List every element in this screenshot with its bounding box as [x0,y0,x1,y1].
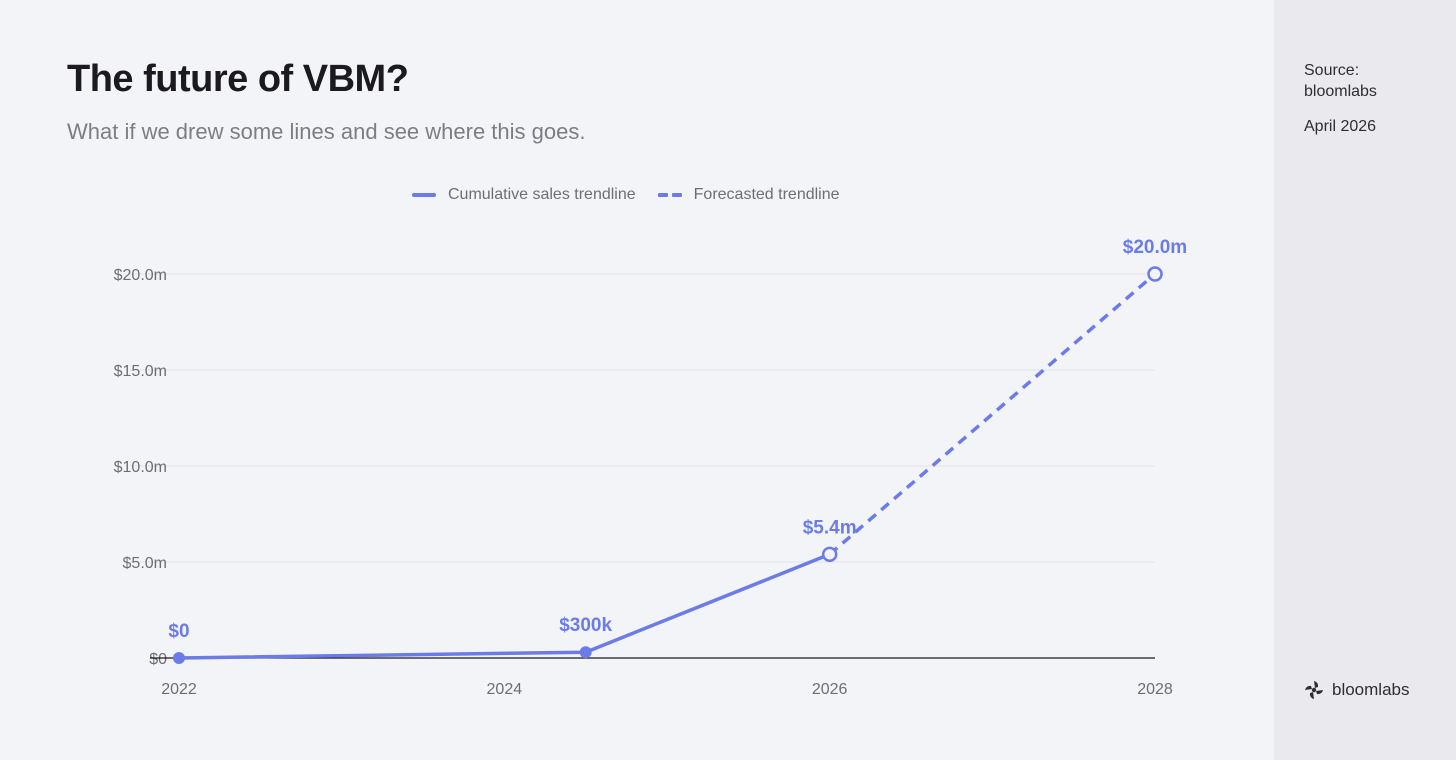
legend-label-cumulative: Cumulative sales trendline [448,186,636,203]
legend-swatch-dashed [657,193,682,197]
data-point-marker [579,646,592,659]
legend-swatch-solid [412,193,436,197]
source-name: bloomlabs [1304,83,1377,100]
data-label: $5.4m [803,517,857,538]
x-tick-label: 2026 [812,681,848,698]
data-label: $20.0m [1123,237,1187,258]
data-point-marker [173,652,185,664]
legend-label-forecast: Forecasted trendline [693,186,840,203]
y-tick-label: $15.0m [114,363,167,380]
y-tick-label: $20.0m [114,267,167,284]
publish-date: April 2026 [1304,118,1377,135]
data-point-marker [1147,266,1163,282]
forecast-line [828,272,1157,556]
x-tick-label: 2024 [487,681,523,698]
y-tick-label: $0 [149,651,167,668]
source-label: Source: [1304,62,1360,79]
x-tick-label: 2028 [1137,681,1173,698]
data-point-marker [821,546,838,563]
line-chart: $0 $5.0m $10.0m $15.0m $20.0m 2022 2024 2026 202… [114,237,1188,698]
data-label: $0 [168,621,189,642]
y-tick-label: $10.0m [114,459,167,476]
page-title: The future of VBM? [67,58,409,100]
cumulative-line [178,552,831,660]
chart-legend: Cumulative sales trendline Forecasted tr… [412,184,840,206]
bloomlabs-icon [1305,681,1323,699]
legend-item-forecast: Forecasted trendline [657,186,840,204]
brand-logo: bloomlabs [1304,680,1410,700]
brand-name: bloomlabs [1332,680,1410,699]
y-tick-label: $5.0m [123,555,167,572]
x-tick-label: 2022 [161,681,197,698]
data-label: $300k [559,615,612,636]
legend-item-cumulative: Cumulative sales trendline [412,186,636,204]
info-sidebar: Source: bloomlabs April 2026 bloomlabs [1274,0,1456,760]
chart-panel: The future of VBM? What if we drew some … [67,58,1188,698]
page-subtitle: What if we drew some lines and see where… [67,119,586,144]
